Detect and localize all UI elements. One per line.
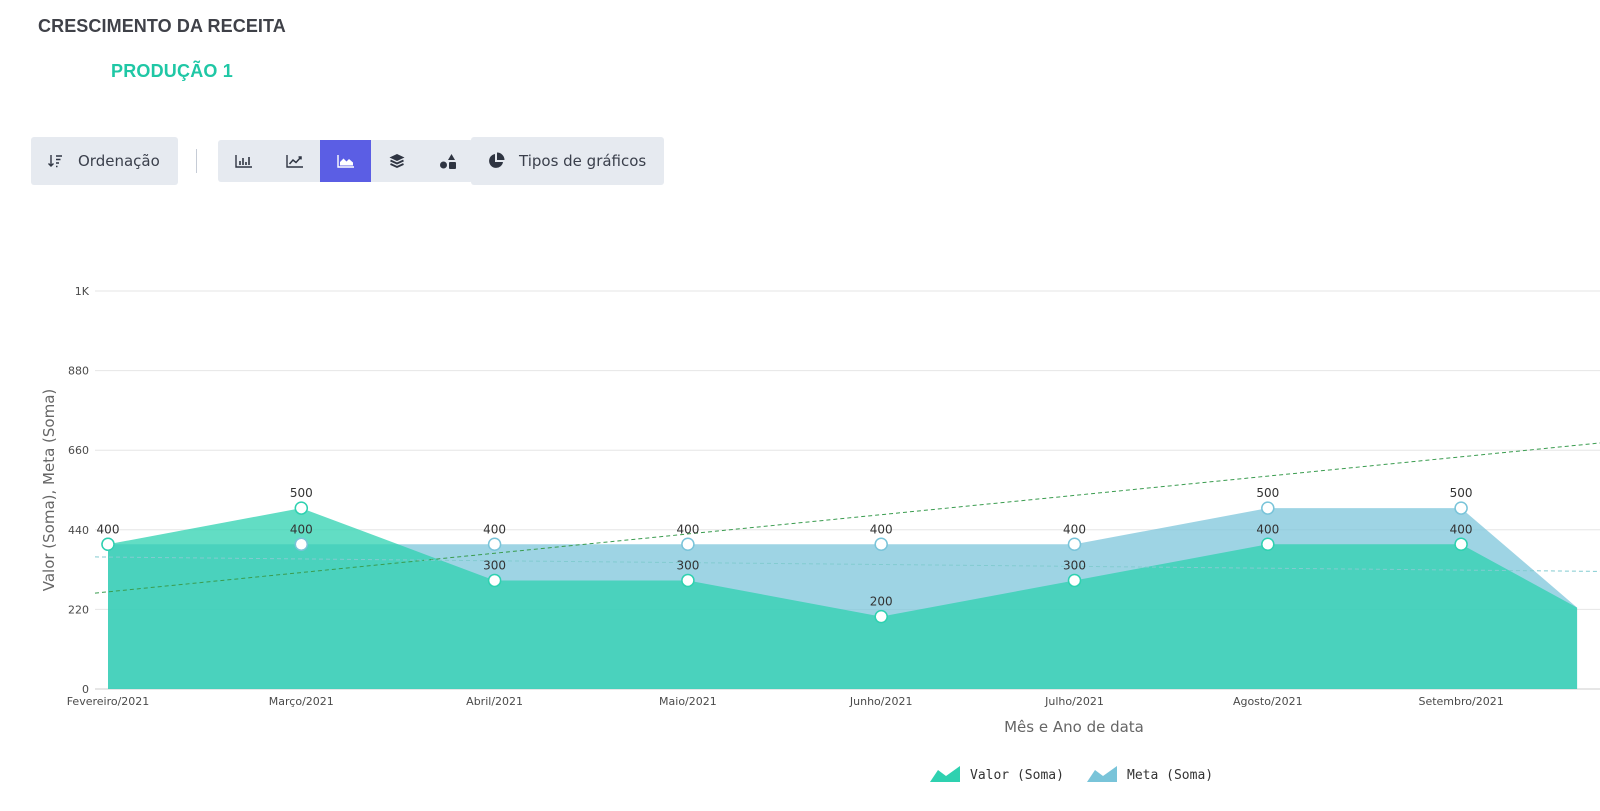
y-tick-label: 880 [68,365,89,378]
data-label: 400 [97,522,120,536]
data-label: 500 [290,486,313,500]
meta-point [681,537,695,552]
data-label: 300 [676,558,699,572]
meta-point [487,537,502,552]
chart-type-group [218,140,473,182]
legend-label-1: Valor (Soma) [970,768,1064,783]
chart-types-button[interactable]: Tipos de gráficos [471,137,664,185]
y-tick-label: 440 [68,524,89,537]
chart-legend: Valor (Soma) Meta (Soma) [930,766,1213,783]
y-tick-label: 220 [68,603,89,616]
valor-point [681,573,695,588]
data-label: 200 [870,595,893,609]
x-tick-label: Maio/2021 [659,695,717,708]
data-label: 400 [1450,522,1473,536]
x-tick-label: Setembro/2021 [1418,695,1503,708]
data-label: 500 [1256,486,1279,500]
meta-point [1261,501,1275,515]
pie-chart-icon [489,152,505,168]
valor-point [101,537,115,552]
data-label: 500 [1450,486,1473,500]
area-chart-icon [336,155,354,168]
valor-point [1454,537,1468,552]
x-tick-label: Agosto/2021 [1233,695,1303,708]
x-tick-label: Junho/2021 [849,695,913,708]
sort-button-label: Ordenação [78,152,160,170]
meta-point [1067,537,1082,552]
legend-label-2: Meta (Soma) [1127,768,1213,783]
meta-point [1454,501,1468,515]
valor-point [1261,537,1275,552]
shapes-chart-button[interactable] [422,140,473,182]
x-tick-label: Fevereiro/2021 [67,695,150,708]
x-tick-label: Julho/2021 [1044,695,1104,708]
chart-types-label: Tipos de gráficos [519,152,647,170]
legend-swatch-2 [1087,766,1117,782]
meta-point [294,537,309,552]
valor-point [294,501,309,515]
toolbar-divider [196,149,197,173]
trend-line-1 [94,442,1600,594]
y-tick-label: 660 [68,444,89,457]
chart-subtitle: PRODUÇÃO 1 [111,61,234,81]
x-tick-label: Março/2021 [269,695,334,708]
data-label: 400 [1256,522,1279,536]
y-axis-title: Valor (Soma), Meta (Soma) [40,389,58,592]
stacked-chart-button[interactable] [371,140,422,182]
data-label: 400 [290,522,313,536]
legend-swatch-1 [930,766,960,782]
sort-button[interactable]: Ordenação [31,137,178,185]
y-tick-label: 1K [75,285,90,298]
sort-icon [48,155,62,168]
shapes-icon [439,153,456,169]
line-chart-icon [285,155,303,168]
x-axis-title: Mês e Ano de data [1004,718,1144,736]
meta-point [874,537,888,552]
data-label: 300 [1063,558,1086,572]
data-label: 300 [483,558,506,572]
valor-point [1067,573,1082,588]
bar-chart-button[interactable] [218,140,269,182]
y-tick-label: 0 [82,683,89,696]
stacked-layers-icon [389,154,404,168]
bar-chart-icon [234,155,252,168]
area-chart-button[interactable] [320,140,371,182]
trend-line-2 [94,556,1600,572]
data-label: 400 [676,522,699,536]
page-title: CRESCIMENTO DA RECEITA [38,16,286,36]
valor-point [874,609,888,624]
data-label: 400 [1063,522,1086,536]
x-tick-label: Abril/2021 [466,695,523,708]
data-label: 400 [483,522,506,536]
valor-point [487,573,502,588]
valor-area [108,508,1578,689]
data-label: 400 [870,522,893,536]
line-chart-button[interactable] [269,140,320,182]
